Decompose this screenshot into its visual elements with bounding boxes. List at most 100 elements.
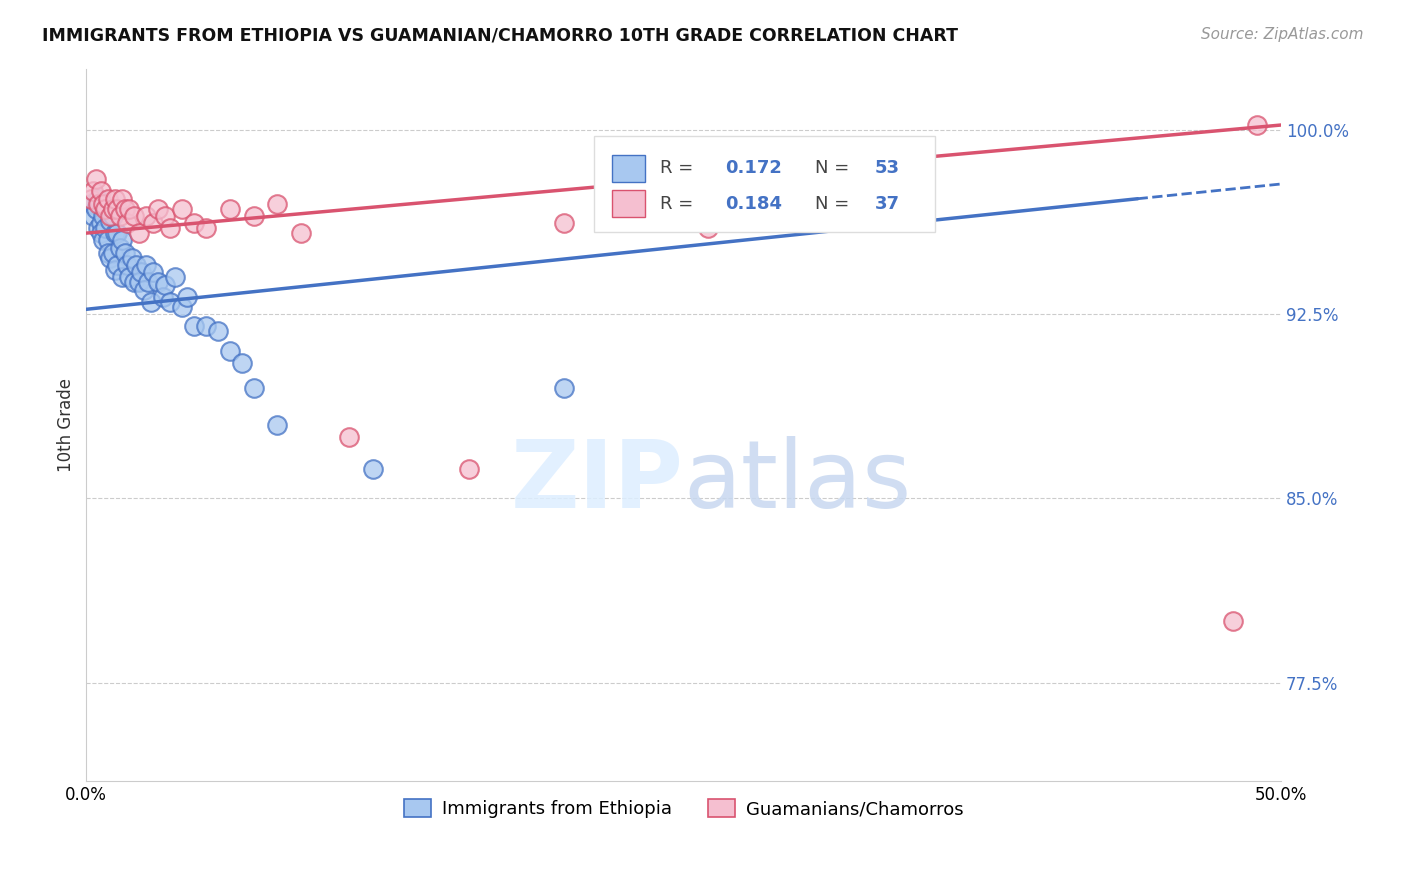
Point xyxy=(90,216,112,230)
Point xyxy=(266,417,288,432)
Point xyxy=(98,214,121,228)
Point xyxy=(138,275,160,289)
Point xyxy=(231,356,253,370)
Point xyxy=(108,209,131,223)
Point xyxy=(142,216,165,230)
FancyBboxPatch shape xyxy=(593,136,935,233)
Point xyxy=(105,202,128,216)
Point xyxy=(142,265,165,279)
Point xyxy=(80,192,103,206)
Point xyxy=(84,202,107,216)
Y-axis label: 10th Grade: 10th Grade xyxy=(58,377,75,472)
Point xyxy=(159,221,181,235)
Point xyxy=(163,270,186,285)
Point xyxy=(80,196,103,211)
Point xyxy=(129,265,152,279)
Point xyxy=(115,216,138,230)
Point xyxy=(176,290,198,304)
Point xyxy=(108,241,131,255)
Point xyxy=(91,234,114,248)
Point xyxy=(815,160,838,174)
Bar xyxy=(612,154,645,182)
Point xyxy=(337,430,360,444)
Legend: Immigrants from Ethiopia, Guamanians/Chamorros: Immigrants from Ethiopia, Guamanians/Cha… xyxy=(396,791,970,825)
Point xyxy=(82,185,104,199)
Point xyxy=(90,185,112,199)
Point xyxy=(125,258,148,272)
Point xyxy=(111,270,134,285)
Point xyxy=(207,325,229,339)
Point xyxy=(146,202,169,216)
Point xyxy=(153,209,176,223)
Point xyxy=(98,251,121,265)
Point xyxy=(91,196,114,211)
Point xyxy=(135,209,157,223)
Point xyxy=(118,270,141,285)
Point xyxy=(1222,615,1244,629)
Point xyxy=(128,275,150,289)
Text: IMMIGRANTS FROM ETHIOPIA VS GUAMANIAN/CHAMORRO 10TH GRADE CORRELATION CHART: IMMIGRANTS FROM ETHIOPIA VS GUAMANIAN/CH… xyxy=(42,27,957,45)
Point xyxy=(153,277,176,292)
Point xyxy=(115,258,138,272)
Point xyxy=(104,226,127,240)
Point xyxy=(105,258,128,272)
Point xyxy=(101,245,124,260)
Text: 0.172: 0.172 xyxy=(725,160,782,178)
Text: atlas: atlas xyxy=(683,436,912,528)
Point xyxy=(266,196,288,211)
Point xyxy=(97,245,120,260)
Point xyxy=(135,258,157,272)
Point xyxy=(101,209,124,223)
Point xyxy=(553,381,575,395)
Point xyxy=(91,209,114,223)
Point xyxy=(98,209,121,223)
Point xyxy=(118,202,141,216)
Point xyxy=(97,192,120,206)
Point xyxy=(170,300,193,314)
Point xyxy=(111,234,134,248)
Point xyxy=(290,226,312,240)
Point xyxy=(183,319,205,334)
Point xyxy=(139,294,162,309)
Point xyxy=(87,221,110,235)
Point xyxy=(159,294,181,309)
Point xyxy=(97,234,120,248)
Point xyxy=(218,202,240,216)
Point xyxy=(128,226,150,240)
Point xyxy=(84,172,107,186)
Point xyxy=(183,216,205,230)
Text: ZIP: ZIP xyxy=(510,436,683,528)
Text: 37: 37 xyxy=(875,194,900,213)
Text: Source: ZipAtlas.com: Source: ZipAtlas.com xyxy=(1201,27,1364,42)
Point xyxy=(242,209,264,223)
Text: 53: 53 xyxy=(875,160,900,178)
Point xyxy=(94,221,117,235)
Text: N =: N = xyxy=(815,160,855,178)
Point xyxy=(146,275,169,289)
Point xyxy=(242,381,264,395)
Point xyxy=(152,290,174,304)
Point xyxy=(218,344,240,359)
Point xyxy=(101,202,124,216)
Point xyxy=(82,209,104,223)
Point xyxy=(122,209,145,223)
Point xyxy=(94,202,117,216)
Point xyxy=(90,226,112,240)
Point xyxy=(111,192,134,206)
Point xyxy=(170,202,193,216)
Point xyxy=(696,221,718,235)
Text: R =: R = xyxy=(659,194,699,213)
Text: 0.184: 0.184 xyxy=(725,194,782,213)
Point xyxy=(132,283,155,297)
Point xyxy=(194,319,217,334)
Text: N =: N = xyxy=(815,194,855,213)
Text: R =: R = xyxy=(659,160,699,178)
Point xyxy=(553,216,575,230)
Point xyxy=(105,226,128,240)
Point xyxy=(114,202,136,216)
Point xyxy=(361,462,384,476)
Point xyxy=(121,251,143,265)
Point xyxy=(122,275,145,289)
Point xyxy=(457,462,479,476)
Point xyxy=(87,192,110,206)
